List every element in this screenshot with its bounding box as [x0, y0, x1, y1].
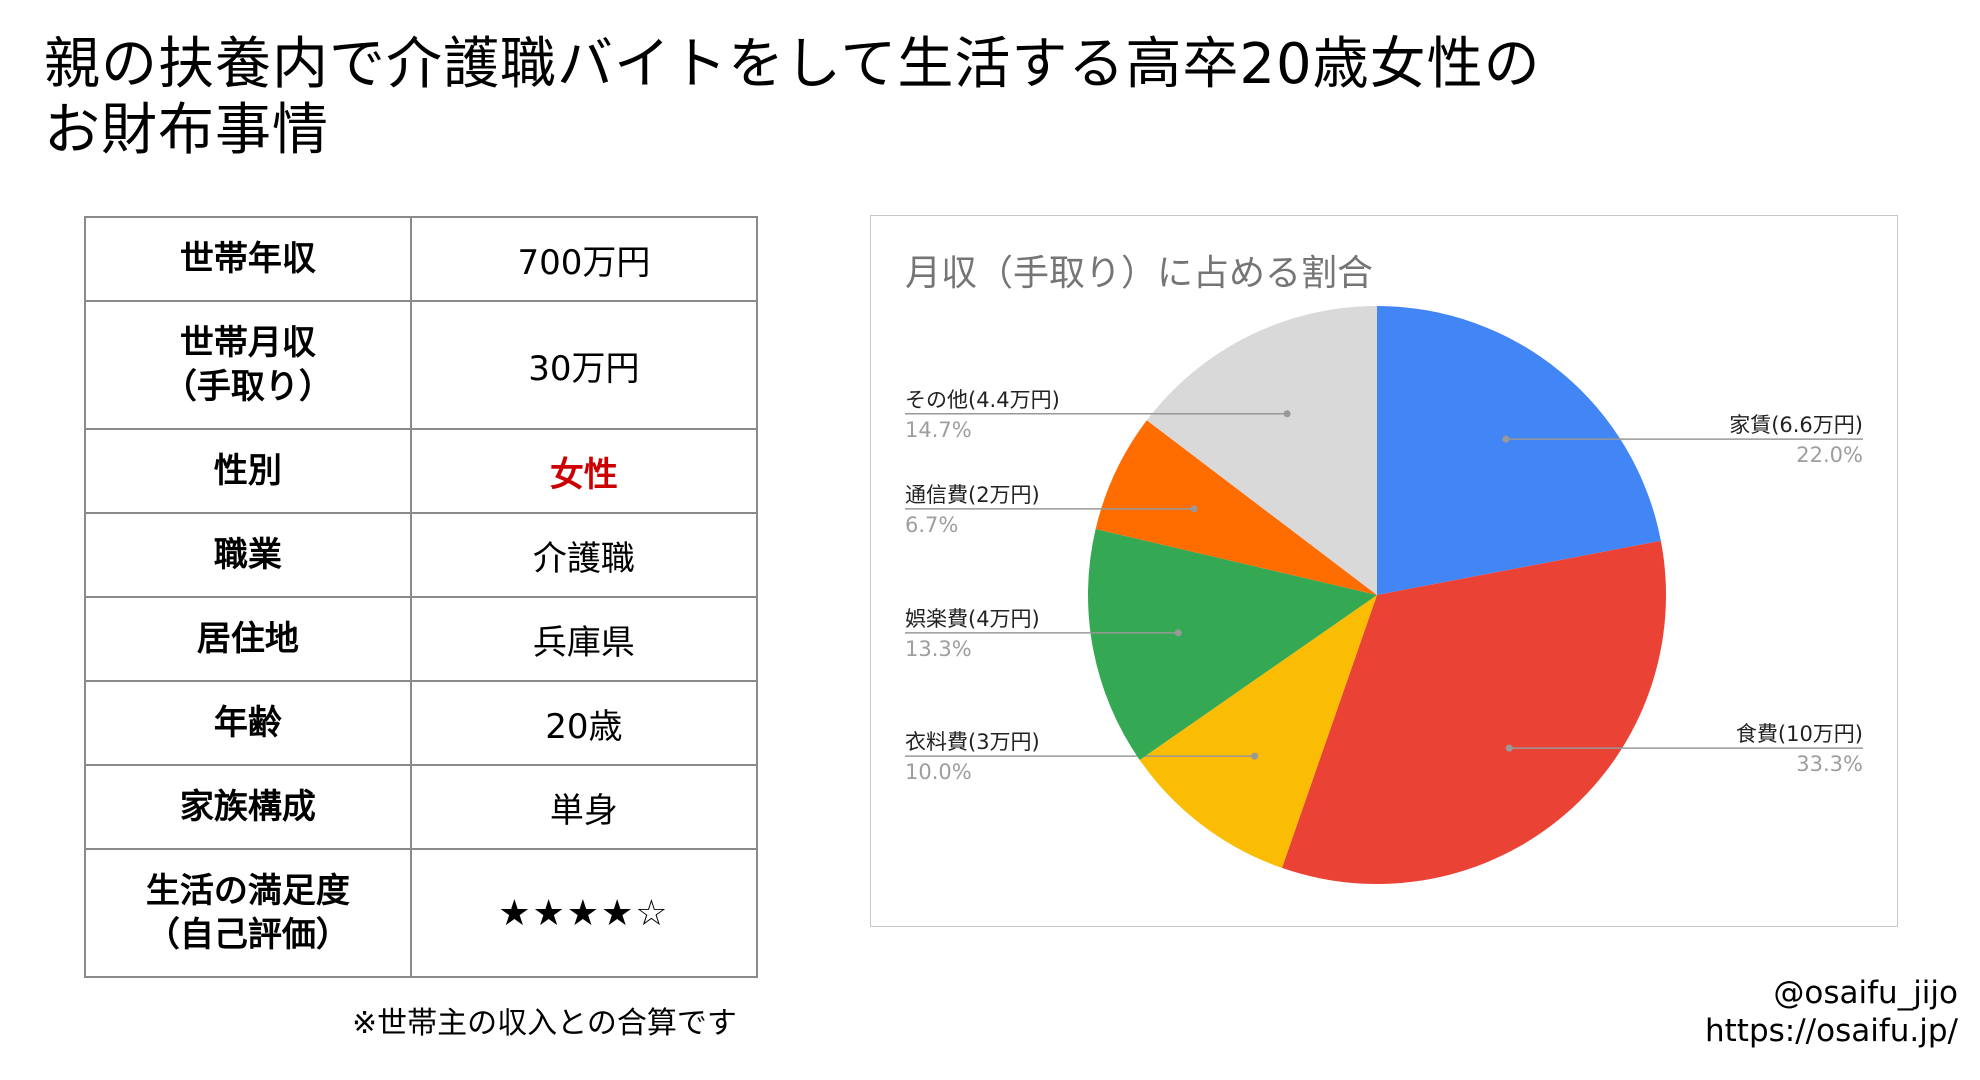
- pie-slice: [1095, 420, 1377, 595]
- row-key-line1: 世帯月収: [179, 323, 316, 363]
- slice-label: 通信費(2万円): [905, 483, 1040, 507]
- slice-percent: 22.0%: [1796, 443, 1863, 467]
- leader-dot: [1502, 435, 1510, 443]
- row-value: 介護職: [409, 512, 759, 598]
- row-value-gender: 女性: [409, 428, 759, 514]
- row-key: 世帯月収 （手取り）: [84, 300, 412, 430]
- slice-label: 衣料費(3万円): [905, 730, 1040, 754]
- row-key: 家族構成: [84, 764, 412, 850]
- page-title-line1: 親の扶養内で介護職バイトをして生活する高卒20歳女性の: [44, 32, 1541, 97]
- slice-percent: 33.3%: [1796, 752, 1863, 776]
- pie-chart: 家賃(6.6万円) 22.0% 食費(10万円) 33.3% 衣料費(3万円) 10.0%…: [905, 306, 1863, 884]
- credit: @osaifu_jijo https://osaifu.jp/: [1705, 974, 1958, 1050]
- row-value: 700万円: [409, 216, 759, 302]
- credit-url: https://osaifu.jp/: [1705, 1013, 1958, 1049]
- leader-dot: [1174, 629, 1182, 637]
- slice-percent: 6.7%: [905, 513, 958, 537]
- chart-card: 月収（手取り）に占める割合 家賃(6.6万円) 22.0% 食費(10万円) 33.3…: [870, 215, 1898, 927]
- row-key-line2: （手取り）: [162, 367, 333, 407]
- table-row: 性別 女性: [84, 428, 759, 514]
- pie-slice: [1377, 306, 1661, 595]
- leader-dot: [1283, 410, 1291, 418]
- row-value: 兵庫県: [409, 596, 759, 682]
- table-row: 職業 介護職: [84, 512, 759, 598]
- table-row: 世帯年収 700万円: [84, 216, 759, 302]
- table-row: 年齢 20歳: [84, 680, 759, 766]
- row-key: 性別: [84, 428, 412, 514]
- pie-slice: [1088, 529, 1377, 760]
- slice-percent: 14.7%: [905, 418, 972, 442]
- table-footnote: ※世帯主の収入との合算です: [352, 1006, 737, 1041]
- table-row: 世帯月収 （手取り） 30万円: [84, 300, 759, 430]
- row-key: 生活の満足度 （自己評価）: [84, 848, 412, 978]
- row-key: 年齢: [84, 680, 412, 766]
- slice-percent: 13.3%: [905, 637, 972, 661]
- slice-label: その他(4.4万円): [905, 388, 1060, 412]
- slice-label: 食費(10万円): [1736, 722, 1863, 746]
- row-key: 職業: [84, 512, 412, 598]
- row-key-line1: 生活の満足度: [145, 871, 350, 911]
- leader-dot: [1251, 752, 1259, 760]
- row-key: 世帯年収: [84, 216, 412, 302]
- leader-dot: [1190, 505, 1198, 513]
- row-value: 単身: [409, 764, 759, 850]
- row-key-line2: （自己評価）: [145, 915, 350, 955]
- slice-label: 家賃(6.6万円): [1729, 413, 1863, 437]
- page-title-line2: お財布事情: [44, 98, 329, 163]
- chart-title: 月収（手取り）に占める割合: [905, 253, 1374, 294]
- page-title: 親の扶養内で介護職バイトをして生活する高卒20歳女性の お財布事情: [44, 32, 1541, 164]
- table-row: 家族構成 単身: [84, 764, 759, 850]
- table-row: 生活の満足度 （自己評価） ★★★★☆: [84, 848, 759, 978]
- row-key: 居住地: [84, 596, 412, 682]
- leader-dot: [1505, 744, 1513, 752]
- row-value: 30万円: [409, 300, 759, 430]
- pie-slice: [1146, 306, 1377, 595]
- slice-label: 娯楽費(4万円): [905, 607, 1040, 631]
- table-row: 居住地 兵庫県: [84, 596, 759, 682]
- pie-slice: [1139, 595, 1377, 868]
- credit-handle: @osaifu_jijo: [1773, 975, 1958, 1011]
- slice-percent: 10.0%: [905, 760, 972, 784]
- row-value: 20歳: [409, 680, 759, 766]
- satisfaction-rating: ★★★★☆: [409, 848, 759, 978]
- profile-table: 世帯年収 700万円 世帯月収 （手取り） 30万円 性別 女性 職業 介護職 …: [84, 216, 759, 978]
- pie-slice: [1281, 540, 1666, 884]
